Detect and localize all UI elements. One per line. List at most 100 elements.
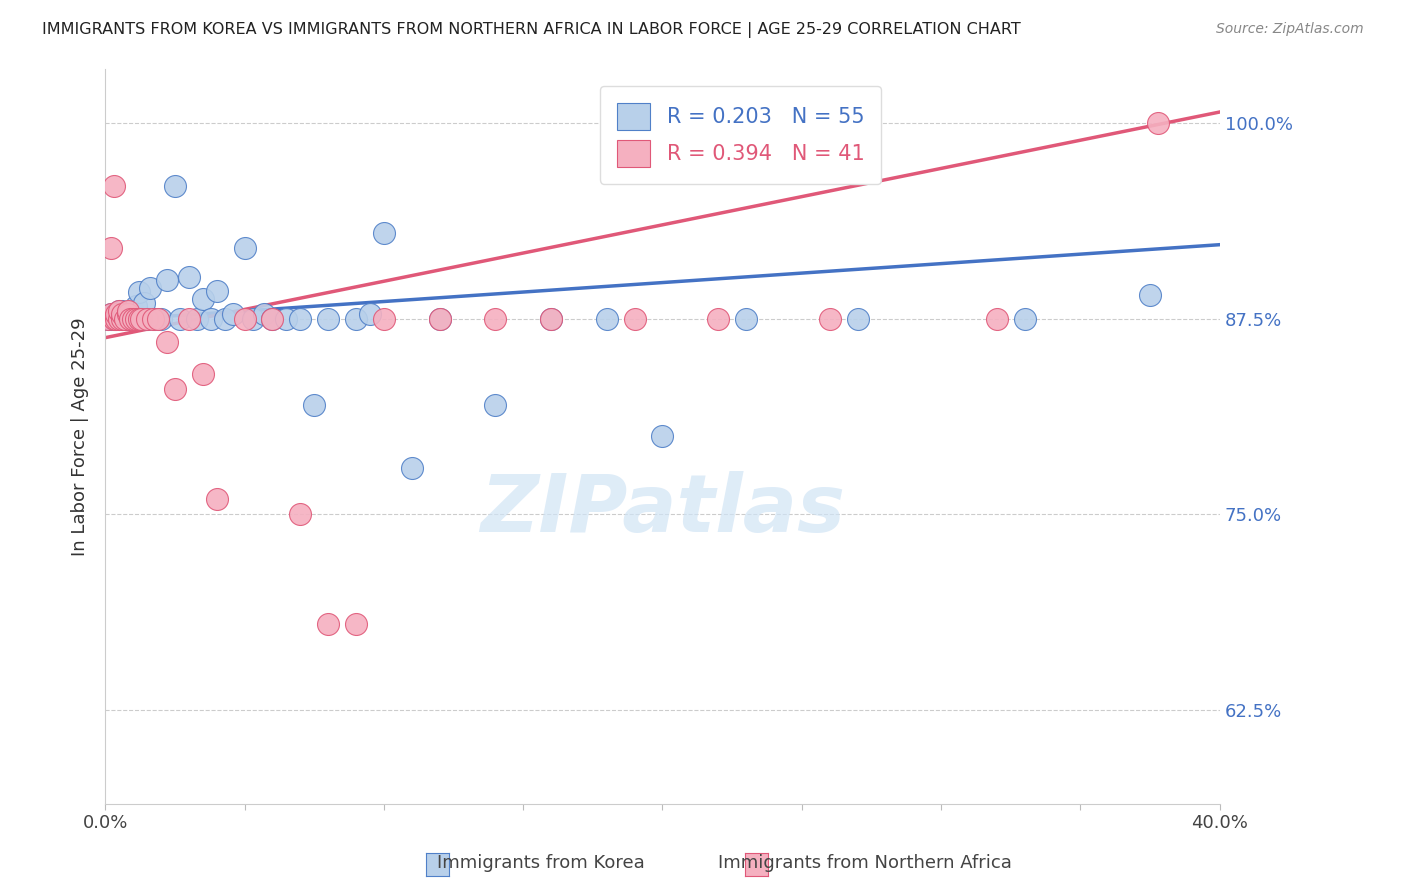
Point [114, 312, 136, 326]
Point [131, 312, 153, 326]
Y-axis label: In Labor Force | Age 25-29: In Labor Force | Age 25-29 [72, 317, 89, 556]
Point [596, 312, 619, 326]
Point [103, 178, 125, 193]
Point [100, 307, 122, 321]
Point [100, 307, 122, 321]
Point [846, 312, 869, 326]
Point [136, 312, 159, 326]
Point [1139, 288, 1161, 302]
Point [191, 367, 214, 381]
Point [186, 312, 208, 326]
Point [136, 312, 159, 326]
Point [103, 312, 125, 326]
Point [103, 307, 125, 321]
Point [111, 312, 134, 326]
Point [200, 312, 222, 326]
Point [125, 312, 148, 326]
Point [623, 312, 645, 326]
Point [429, 312, 451, 326]
Point [373, 226, 395, 240]
Point [1014, 312, 1036, 326]
Point [111, 304, 134, 318]
Point [108, 312, 131, 326]
Point [262, 312, 284, 326]
Point [163, 382, 186, 396]
Point [139, 280, 162, 294]
Point [735, 312, 758, 326]
Point [401, 460, 423, 475]
Point [105, 312, 128, 326]
Point [205, 491, 228, 506]
Point [128, 312, 150, 326]
Point [344, 312, 367, 326]
Point [100, 312, 122, 326]
Point [155, 273, 177, 287]
Point [302, 398, 325, 412]
Point [276, 312, 298, 326]
Legend: R = 0.203   N = 55, R = 0.394   N = 41: R = 0.203 N = 55, R = 0.394 N = 41 [600, 87, 882, 184]
Point [316, 312, 339, 326]
Point [149, 312, 172, 326]
Point [205, 284, 228, 298]
Point [108, 304, 131, 318]
Point [128, 285, 150, 300]
Point [373, 312, 395, 326]
Text: Immigrants from Korea: Immigrants from Korea [437, 855, 645, 872]
Text: IMMIGRANTS FROM KOREA VS IMMIGRANTS FROM NORTHERN AFRICA IN LABOR FORCE | AGE 25: IMMIGRANTS FROM KOREA VS IMMIGRANTS FROM… [42, 22, 1021, 38]
Point [120, 304, 142, 318]
Point [986, 312, 1008, 326]
Point [97, 312, 120, 326]
Point [359, 307, 381, 321]
Point [103, 312, 125, 326]
Point [134, 296, 156, 310]
Point [111, 312, 134, 326]
Point [155, 335, 177, 350]
Point [233, 312, 256, 326]
Point [290, 508, 312, 522]
Point [131, 312, 153, 326]
Point [222, 307, 245, 321]
Text: Immigrants from Northern Africa: Immigrants from Northern Africa [717, 855, 1012, 872]
Point [111, 307, 134, 321]
Point [290, 312, 312, 326]
Point [142, 312, 165, 326]
Point [117, 304, 139, 318]
Point [169, 312, 191, 326]
Point [120, 312, 142, 326]
Point [233, 242, 256, 256]
Point [707, 312, 730, 326]
Point [253, 307, 276, 321]
Point [146, 312, 169, 326]
Point [316, 617, 339, 632]
Point [163, 178, 186, 193]
Point [100, 242, 122, 256]
Point [108, 304, 131, 318]
Point [105, 312, 128, 326]
Text: Source: ZipAtlas.com: Source: ZipAtlas.com [1216, 22, 1364, 37]
Point [344, 617, 367, 632]
Point [105, 307, 128, 321]
Point [214, 312, 236, 326]
Point [262, 312, 284, 326]
Point [484, 398, 506, 412]
Point [117, 312, 139, 326]
Point [177, 269, 200, 284]
Point [145, 312, 167, 326]
Point [114, 312, 136, 326]
Point [540, 312, 562, 326]
Point [177, 312, 200, 326]
Point [125, 299, 148, 313]
Point [651, 429, 673, 443]
Point [114, 307, 136, 321]
Point [429, 312, 451, 326]
Point [818, 312, 841, 326]
Point [540, 312, 562, 326]
Point [122, 304, 145, 318]
Point [1147, 116, 1170, 130]
Point [105, 307, 128, 321]
Point [191, 292, 214, 306]
Point [117, 307, 139, 321]
Point [108, 312, 131, 326]
Point [242, 312, 264, 326]
Point [122, 312, 145, 326]
